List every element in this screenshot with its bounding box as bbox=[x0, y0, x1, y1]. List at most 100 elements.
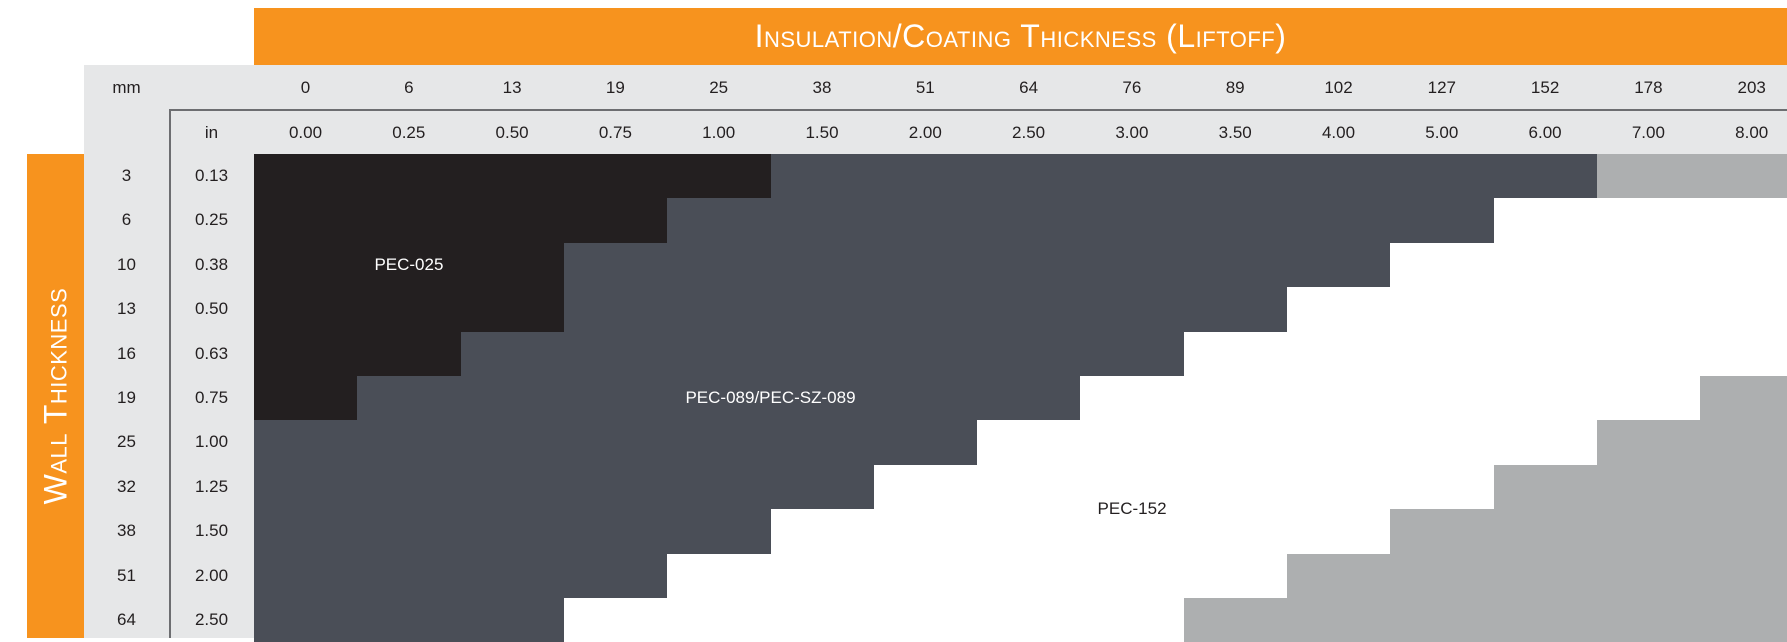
grid-cell bbox=[461, 243, 564, 287]
grid-cell bbox=[667, 509, 771, 554]
y-tick-in: 0.13 bbox=[194, 166, 229, 185]
grid-cell bbox=[1597, 465, 1700, 509]
grid-cell bbox=[564, 332, 667, 376]
grid-cell bbox=[874, 598, 977, 642]
grid-cell bbox=[1287, 376, 1390, 420]
grid-cell bbox=[1287, 509, 1390, 554]
x-tick-mm: 19 bbox=[605, 78, 625, 97]
grid-cell bbox=[357, 554, 461, 598]
grid-cell bbox=[1494, 554, 1597, 598]
grid-cell bbox=[1390, 287, 1494, 332]
grid-cell bbox=[1390, 509, 1494, 554]
grid-cell bbox=[1184, 243, 1287, 287]
grid-cell bbox=[667, 287, 771, 332]
grid-cell bbox=[1494, 376, 1597, 420]
x-tick-in: 2.50 bbox=[1012, 123, 1046, 142]
grid-cell bbox=[1700, 554, 1787, 598]
grid-cell bbox=[357, 465, 461, 509]
grid-cell bbox=[1287, 243, 1390, 287]
x-tick-mm: 6 bbox=[404, 78, 414, 97]
y-axis-title-bar: Wall Thickness bbox=[27, 154, 84, 638]
grid-cell bbox=[1287, 198, 1390, 243]
grid-cell bbox=[1390, 198, 1494, 243]
grid-cell bbox=[1080, 332, 1184, 376]
grid-cell bbox=[1390, 465, 1494, 509]
grid-cell bbox=[977, 198, 1080, 243]
grid-cell bbox=[461, 465, 564, 509]
x-tick-in: 8.00 bbox=[1735, 123, 1769, 142]
grid-cell bbox=[1080, 154, 1184, 198]
x-tick-mm: 102 bbox=[1324, 78, 1353, 97]
x-tick-mm: 0 bbox=[300, 78, 311, 97]
y-tick-in: 0.75 bbox=[194, 388, 229, 407]
y-tick-in: 2.00 bbox=[194, 565, 229, 585]
x-tick-mm: 38 bbox=[812, 78, 832, 97]
grid-cell bbox=[874, 554, 977, 598]
y-tick-in: 0.25 bbox=[194, 210, 229, 230]
grid-cell bbox=[667, 465, 771, 509]
grid-cell bbox=[1184, 420, 1287, 465]
x-tick-in: 3.50 bbox=[1218, 123, 1252, 142]
y-tick-in: 1.50 bbox=[194, 521, 229, 541]
grid-cell bbox=[1494, 287, 1597, 332]
y-tick-mm: 19 bbox=[117, 388, 136, 407]
y-tick-in: 2.50 bbox=[194, 610, 229, 629]
grid-cell bbox=[1080, 554, 1184, 598]
grid-cell bbox=[1390, 376, 1494, 420]
x-tick-mm: 203 bbox=[1737, 78, 1766, 97]
grid-cell bbox=[357, 198, 461, 243]
grid-cell bbox=[1184, 332, 1287, 376]
grid-cell bbox=[771, 287, 874, 332]
grid-cell bbox=[667, 243, 771, 287]
grid-cell bbox=[1184, 465, 1287, 509]
grid-cell bbox=[977, 332, 1080, 376]
grid-cell bbox=[1287, 465, 1390, 509]
grid-cell bbox=[564, 598, 667, 642]
grid-cell bbox=[1597, 554, 1700, 598]
grid-cell bbox=[1597, 376, 1700, 420]
grid-cell bbox=[1184, 509, 1287, 554]
grid-cell bbox=[667, 332, 771, 376]
grid-cell bbox=[1080, 420, 1184, 465]
y-tick-mm: 13 bbox=[117, 299, 136, 319]
grid-cell bbox=[254, 598, 357, 642]
grid-cell bbox=[1080, 376, 1184, 420]
grid-cell bbox=[1080, 465, 1184, 509]
grid-cell bbox=[1080, 287, 1184, 332]
grid-cell bbox=[254, 332, 357, 376]
grid-cell bbox=[254, 287, 357, 332]
grid-cell bbox=[357, 243, 461, 287]
grid-cell bbox=[1494, 465, 1597, 509]
grid-cell bbox=[564, 509, 667, 554]
x-tick-in: 4.00 bbox=[1321, 123, 1356, 142]
region-label: PEC-089/PEC-SZ-089 bbox=[685, 388, 856, 408]
grid-cell bbox=[771, 554, 874, 598]
grid-cell bbox=[1390, 243, 1494, 287]
grid-cell bbox=[254, 154, 357, 198]
grid-cell bbox=[874, 509, 977, 554]
x-tick-mm: 127 bbox=[1427, 78, 1456, 97]
y-tick-in: 0.38 bbox=[194, 254, 229, 274]
grid-cell bbox=[667, 198, 771, 243]
grid-cell bbox=[667, 154, 771, 198]
grid-cell bbox=[874, 198, 977, 243]
x-tick-in: 2.00 bbox=[908, 123, 942, 142]
grid-cell bbox=[977, 598, 1080, 642]
grid-cell bbox=[461, 509, 564, 554]
grid-cell bbox=[874, 376, 977, 420]
grid-cell bbox=[357, 376, 461, 420]
grid-cell bbox=[254, 554, 357, 598]
y-tick-in: 1.00 bbox=[194, 432, 229, 452]
grid-cell bbox=[357, 287, 461, 332]
grid-cell bbox=[977, 287, 1080, 332]
grid-cell bbox=[564, 376, 667, 420]
x-tick-mm: 25 bbox=[709, 78, 729, 97]
grid-cell bbox=[1494, 509, 1597, 554]
grid-cell bbox=[667, 598, 771, 642]
grid-cell bbox=[357, 509, 461, 554]
grid-cell bbox=[874, 465, 977, 509]
region-label: PEC-025 bbox=[374, 255, 444, 274]
grid-cell bbox=[461, 287, 564, 332]
header-divider bbox=[169, 109, 1787, 111]
grid-cell bbox=[977, 554, 1080, 598]
